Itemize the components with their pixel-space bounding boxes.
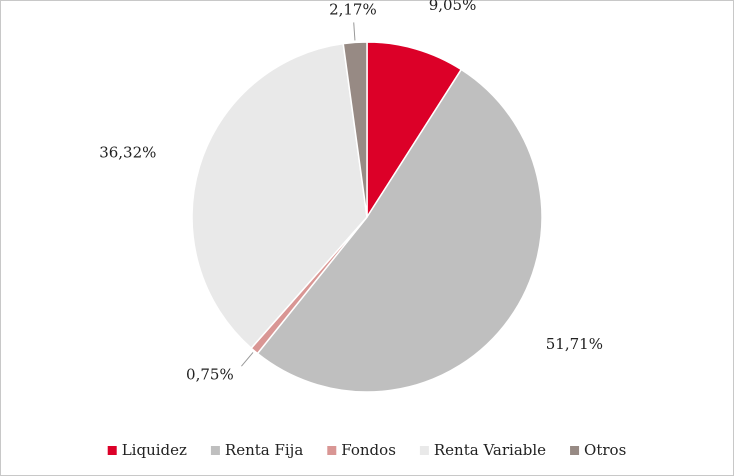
legend-label: Renta Variable: [434, 441, 546, 459]
pie-slice: [342, 41, 368, 218]
legend-label: Otros: [584, 441, 626, 459]
legend-swatch: [327, 446, 337, 455]
legend-swatch: [107, 446, 117, 455]
legend-label: Renta Fija: [225, 441, 303, 459]
data-label: 51,71%: [546, 335, 603, 353]
data-label: 0,75%: [186, 365, 234, 383]
legend-label: Liquidez: [122, 441, 187, 459]
data-label: 9,05%: [429, 0, 477, 14]
legend-label: Fondos: [341, 441, 396, 459]
data-label: 2,17%: [329, 0, 377, 18]
legend-swatch: [210, 446, 220, 455]
leader-line: [241, 352, 254, 367]
pie-slice: [191, 42, 368, 350]
legend-swatch: [419, 446, 429, 455]
pie-slice: [366, 41, 463, 220]
pie-slice: [256, 68, 543, 393]
legend-swatch: [570, 446, 580, 455]
data-label: 36,32%: [99, 143, 156, 161]
leader-line: [353, 22, 356, 41]
